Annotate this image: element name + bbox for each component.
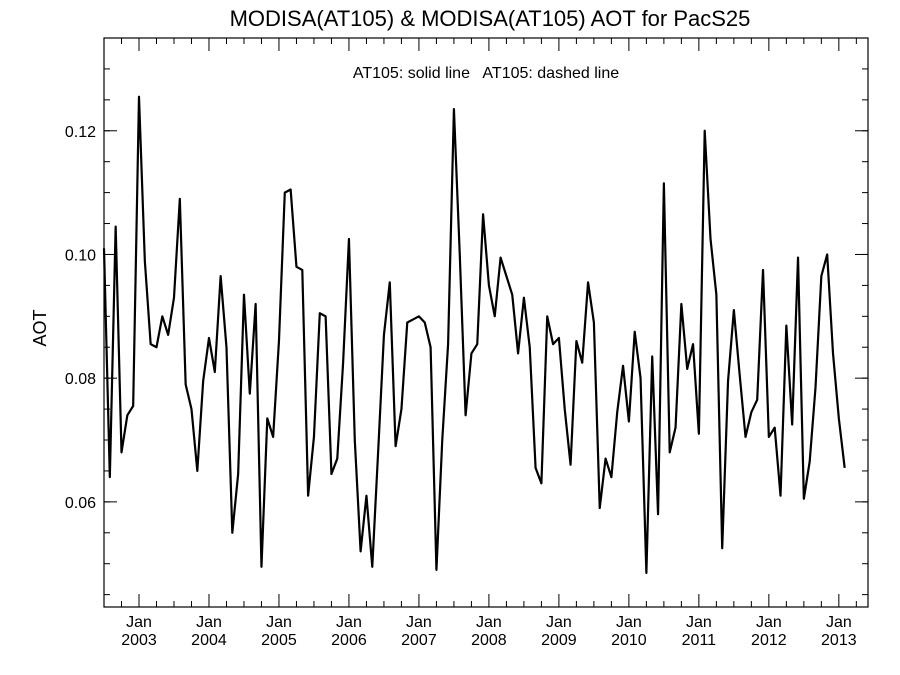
x-tick-month-label: Jan [406, 614, 432, 631]
x-tick-year-label: 2009 [541, 632, 577, 649]
y-tick-label: 0.06 [65, 495, 96, 512]
plot-frame [103, 37, 869, 608]
series-line [102, 95, 846, 575]
y-tick-label: 0.10 [65, 247, 96, 264]
x-tick-year-label: 2008 [471, 632, 507, 649]
x-tick-month-label: Jan [546, 614, 572, 631]
x-tick-year-label: 2013 [821, 632, 857, 649]
x-tick-month-label: Jan [826, 614, 852, 631]
x-tick-month-label: Jan [336, 614, 362, 631]
x-tick-month-label: Jan [196, 614, 222, 631]
y-tick-label: 0.12 [65, 124, 96, 141]
x-tick-month-label: Jan [126, 614, 152, 631]
x-tick-year-label: 2005 [261, 632, 297, 649]
axis-ticks [103, 37, 868, 607]
x-tick-month-label: Jan [266, 614, 292, 631]
line-style-annotation: AT105: solid line AT105: dashed line [353, 65, 619, 82]
x-tick-month-label: Jan [686, 614, 712, 631]
x-tick-year-label: 2003 [121, 632, 157, 649]
x-tick-year-label: 2006 [331, 632, 367, 649]
y-tick-label: 0.08 [65, 371, 96, 388]
x-tick-year-label: 2012 [751, 632, 787, 649]
x-tick-year-label: 2004 [191, 632, 227, 649]
x-tick-year-label: 2007 [401, 632, 437, 649]
x-tick-month-label: Jan [616, 614, 642, 631]
series-layer [102, 95, 846, 575]
x-tick-year-label: 2011 [682, 632, 717, 649]
x-tick-year-label: 2010 [611, 632, 647, 649]
x-tick-month-label: Jan [476, 614, 502, 631]
y-axis-label: AOT [30, 309, 50, 346]
axis-tick-labels: 0.060.080.100.12Jan2003Jan2004Jan2005Jan… [65, 124, 857, 649]
x-tick-month-label: Jan [756, 614, 782, 631]
chart-title: MODISA(AT105) & MODISA(AT105) AOT for Pa… [230, 6, 751, 31]
